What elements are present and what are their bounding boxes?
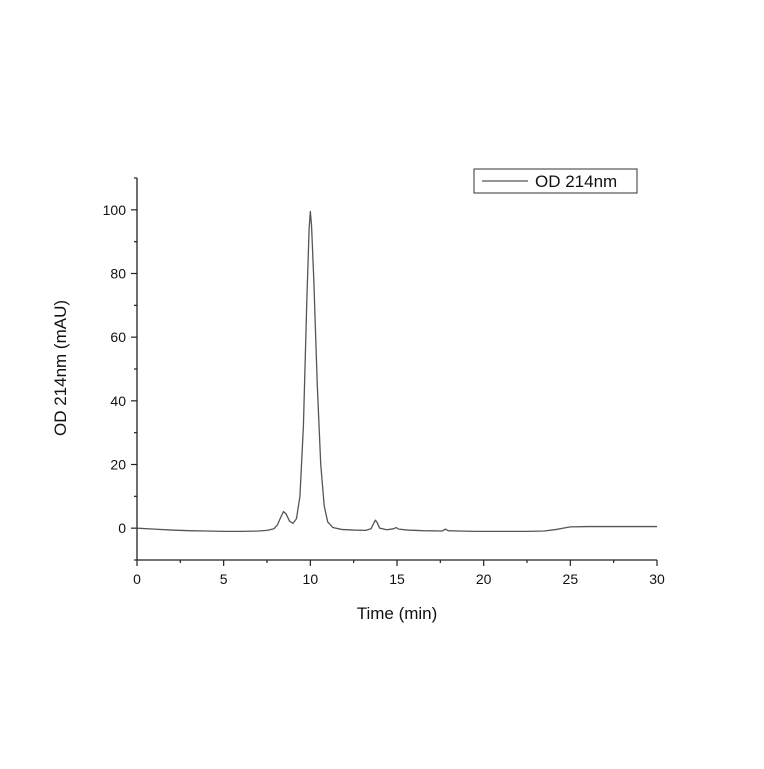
y-tick-label: 60 <box>110 329 126 345</box>
y-tick-label: 100 <box>103 202 127 218</box>
y-tick-label: 20 <box>110 457 126 473</box>
y-tick-label: 40 <box>110 393 126 409</box>
x-tick-label: 15 <box>389 571 405 587</box>
y-tick-label: 80 <box>110 266 126 282</box>
legend-label-od214: OD 214nm <box>535 172 617 191</box>
legend: OD 214nm <box>473 168 638 194</box>
series-line-od214 <box>136 210 657 532</box>
plot-area <box>136 210 657 532</box>
axes: 0 5 10 15 20 25 30 0 20 40 60 80 100 <box>103 177 665 587</box>
x-tick-label: 25 <box>563 571 579 587</box>
x-tick-label: 10 <box>303 571 319 587</box>
y-tick-label: 0 <box>118 520 126 536</box>
x-axis-title: Time (min) <box>357 604 438 623</box>
x-tick-label: 30 <box>649 571 665 587</box>
x-tick-label: 0 <box>133 571 141 587</box>
x-tick-label: 20 <box>476 571 492 587</box>
x-tick-label: 5 <box>220 571 228 587</box>
y-axis-title: OD 214nm (mAU) <box>51 300 70 436</box>
